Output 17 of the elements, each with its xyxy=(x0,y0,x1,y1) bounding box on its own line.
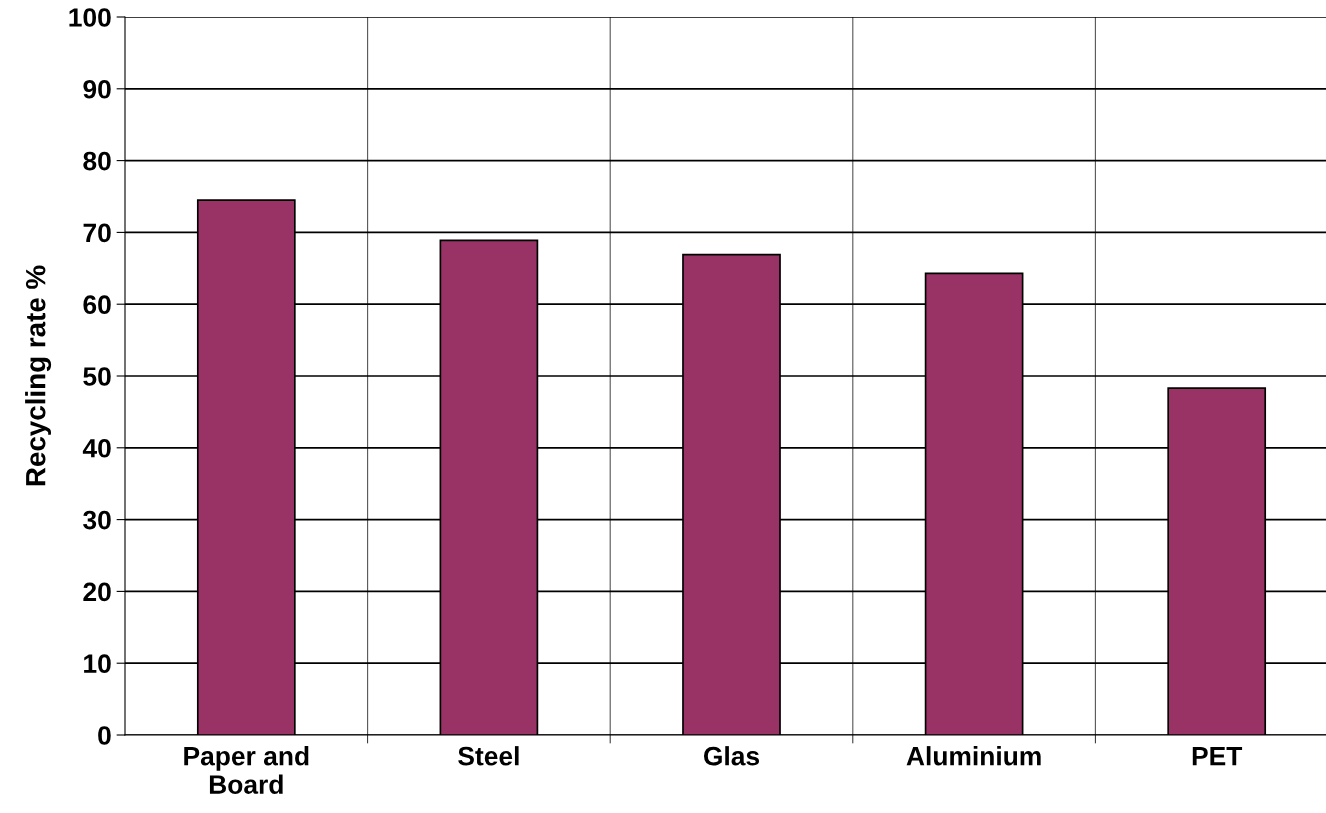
y-tick-label: 80 xyxy=(83,151,111,171)
y-tick-label: 70 xyxy=(83,223,111,243)
y-tick-label: 50 xyxy=(83,367,111,386)
y-tick-label: 40 xyxy=(82,438,111,458)
y-tick-label: 20 xyxy=(83,582,111,602)
x-tick-label: Glas xyxy=(703,746,760,766)
y-tick-label: 100 xyxy=(69,8,111,27)
x-tick-label: Aluminium xyxy=(906,746,1041,766)
y-tick-label: 60 xyxy=(83,295,111,315)
x-tick-label: Paper and Board xyxy=(184,746,309,794)
y-tick-label: 90 xyxy=(83,79,111,99)
x-tick-label: Steel xyxy=(458,746,519,766)
x-tick-label: PET xyxy=(1192,747,1243,766)
y-tick-label: 30 xyxy=(83,510,111,530)
y-axis-title: Recycling rate % xyxy=(25,265,52,486)
y-tick-label: 0 xyxy=(98,726,111,745)
y-tick-label: 10 xyxy=(84,654,111,674)
